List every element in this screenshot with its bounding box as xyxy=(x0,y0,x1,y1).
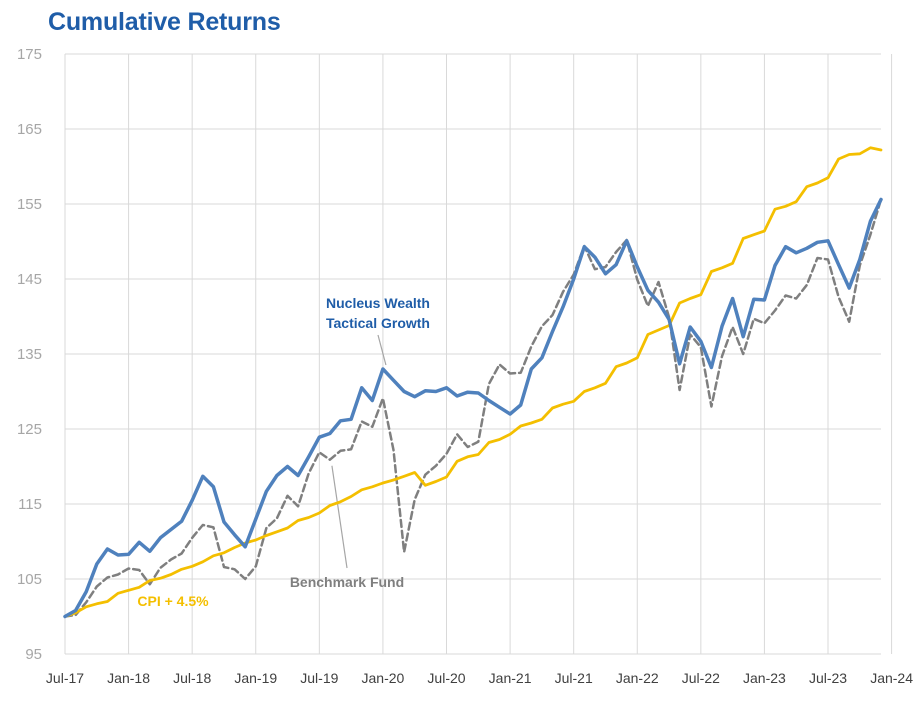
x-tick-label: Jan-22 xyxy=(616,670,659,686)
y-tick-label: 145 xyxy=(17,271,42,288)
x-tick-label: Jul-18 xyxy=(173,670,211,686)
x-tick-label: Jan-24 xyxy=(870,670,913,686)
x-tick-label: Jul-20 xyxy=(427,670,465,686)
series-line-2 xyxy=(63,146,883,618)
chart-title: Cumulative Returns xyxy=(48,8,281,36)
grid xyxy=(64,53,893,655)
x-tick-label: Jul-21 xyxy=(555,670,593,686)
y-tick-label: 105 xyxy=(17,571,42,588)
x-tick-label: Jul-19 xyxy=(300,670,338,686)
series-labels: Nucleus Wealth Tactical Growth Benchmark F… xyxy=(137,295,430,609)
y-tick-label: 115 xyxy=(18,496,42,513)
annotation-leader-lines xyxy=(331,334,387,569)
benchmark-label: Benchmark Fund xyxy=(290,574,404,590)
nucleus-label: Nucleus Wealth Tactical Growth xyxy=(326,295,430,331)
nucleus-label-line: Tactical Growth xyxy=(326,315,430,331)
cpi-label: CPI + 4.5% xyxy=(137,593,209,609)
series-lines xyxy=(63,146,883,619)
benchmark-leader-line xyxy=(331,465,348,569)
x-tick-label: Jan-23 xyxy=(743,670,786,686)
x-axis-tick-labels: Jul-17 Jan-18 Jul-18 Jan-19 Jul-19 Jan-20 Jul-… xyxy=(46,670,913,686)
y-tick-label: 155 xyxy=(17,196,42,213)
y-tick-label: 175 xyxy=(17,46,42,63)
nucleus-label-line: Nucleus Wealth xyxy=(326,295,430,311)
series-line-1 xyxy=(63,198,883,618)
x-tick-label: Jul-17 xyxy=(46,670,84,686)
x-tick-label: Jan-21 xyxy=(489,670,532,686)
series-line-0 xyxy=(63,197,883,619)
x-tick-label: Jan-19 xyxy=(234,670,277,686)
y-tick-label: 95 xyxy=(25,646,42,663)
x-tick-label: Jan-20 xyxy=(362,670,405,686)
y-tick-label: 135 xyxy=(17,346,42,363)
y-axis-tick-labels: 95 105 115 125 135 145 155 165 175 xyxy=(17,46,42,663)
y-tick-label: 125 xyxy=(17,421,42,438)
x-tick-label: Jan-18 xyxy=(107,670,150,686)
y-tick-label: 165 xyxy=(17,121,42,138)
x-tick-label: Jul-23 xyxy=(809,670,847,686)
x-tick-label: Jul-22 xyxy=(682,670,720,686)
nucleus-leader-line xyxy=(377,334,387,366)
